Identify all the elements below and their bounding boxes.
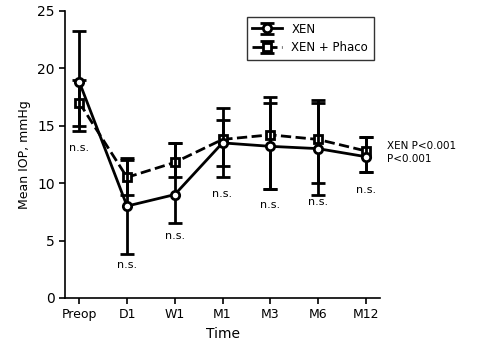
Legend: XEN, XEN + Phaco: XEN, XEN + Phaco <box>246 17 374 60</box>
Y-axis label: Mean IOP, mmHg: Mean IOP, mmHg <box>18 100 32 209</box>
Text: P<0.001: P<0.001 <box>387 154 432 164</box>
Text: XEN P<0.001: XEN P<0.001 <box>387 141 456 151</box>
Text: n.s.: n.s. <box>70 143 89 153</box>
Text: n.s.: n.s. <box>308 197 328 207</box>
X-axis label: Time: Time <box>206 327 240 341</box>
Text: n.s.: n.s. <box>212 189 233 199</box>
Text: n.s.: n.s. <box>260 200 280 210</box>
Text: n.s.: n.s. <box>117 260 137 270</box>
Text: n.s.: n.s. <box>164 231 185 241</box>
Text: n.s.: n.s. <box>356 185 376 195</box>
